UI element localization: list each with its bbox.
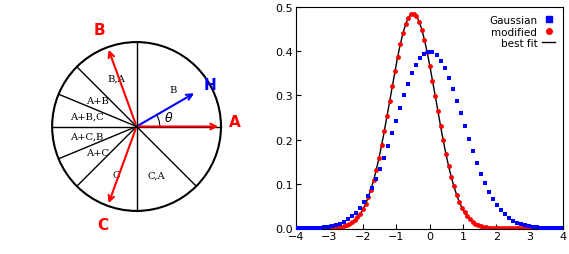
Text: H: H [204,77,217,92]
Text: A+B: A+B [86,97,109,106]
Text: A: A [229,114,241,129]
Text: C: C [113,171,121,180]
Text: A+C,B: A+C,B [70,132,104,141]
Text: $\theta$: $\theta$ [163,110,173,124]
Text: B: B [93,23,105,38]
Legend: Gaussian, modified, best fit: Gaussian, modified, best fit [486,13,558,52]
Text: B,A: B,A [108,74,126,83]
Text: A+B,C: A+B,C [70,113,104,122]
Text: B: B [170,86,178,95]
Text: A+C: A+C [86,148,109,157]
Text: C,A: C,A [148,171,166,180]
Text: C: C [97,217,108,232]
